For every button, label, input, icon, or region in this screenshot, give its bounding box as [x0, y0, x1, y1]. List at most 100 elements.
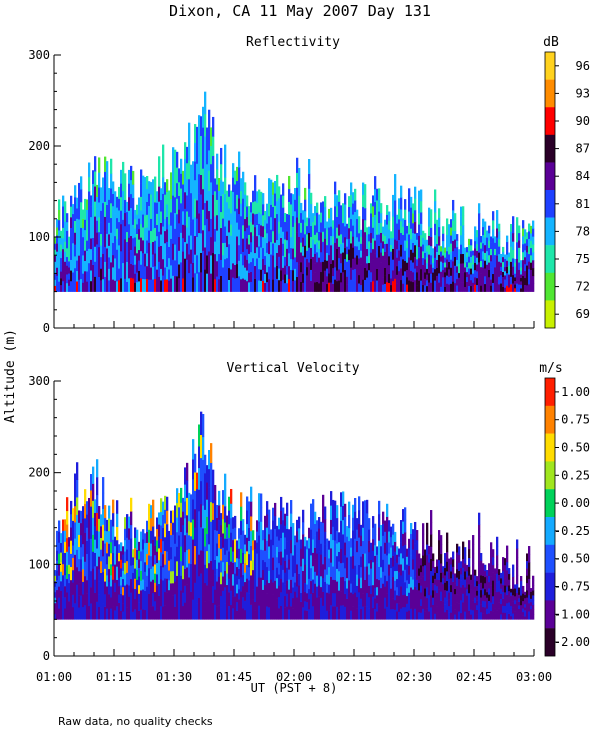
echo-cell	[238, 151, 241, 168]
echo-cell	[380, 242, 383, 253]
echo-cell	[260, 563, 263, 578]
echo-cell	[392, 587, 395, 599]
echo-cell	[336, 270, 339, 282]
echo-cell	[334, 279, 337, 292]
echo-cell	[504, 262, 507, 268]
echo-cell	[128, 264, 131, 279]
echo-cell	[390, 526, 393, 538]
echo-cell	[58, 199, 61, 210]
echo-cell	[348, 238, 351, 250]
echo-cell	[338, 257, 341, 270]
echo-cell	[394, 213, 397, 227]
echo-cell	[106, 277, 109, 292]
echo-cell	[164, 523, 167, 538]
echo-cell	[60, 561, 63, 572]
colorbar-swatch	[545, 134, 555, 163]
echo-cell	[314, 535, 317, 548]
echo-cell	[430, 255, 433, 265]
echo-cell	[352, 504, 355, 518]
echo-cell	[172, 243, 175, 260]
colorbar-swatch	[545, 405, 555, 434]
echo-cell	[204, 247, 207, 270]
echo-cell	[124, 225, 127, 240]
echo-cell	[188, 197, 191, 217]
echo-cell	[290, 553, 293, 567]
echo-cell	[528, 253, 531, 262]
echo-cell	[450, 267, 453, 276]
echo-cell	[458, 595, 461, 604]
echo-cell	[480, 236, 483, 243]
echo-cell	[74, 185, 77, 198]
echo-cell	[342, 562, 345, 578]
echo-cell	[474, 575, 477, 582]
echo-cell	[180, 604, 183, 620]
echo-cell	[464, 281, 467, 288]
velocity-title: Vertical Velocity	[226, 361, 359, 376]
echo-cell	[320, 586, 323, 598]
echo-cell	[218, 490, 221, 506]
echo-cell	[376, 554, 379, 563]
echo-cell	[270, 266, 273, 280]
echo-cell	[348, 227, 351, 239]
echo-cell	[254, 549, 257, 559]
echo-cell	[394, 187, 397, 201]
echo-cell	[226, 596, 229, 609]
echo-cell	[428, 586, 431, 596]
echo-cell	[146, 265, 149, 280]
echo-cell	[504, 585, 507, 593]
echo-cell	[460, 593, 463, 601]
echo-cell	[332, 267, 335, 277]
echo-cell	[74, 220, 77, 233]
echo-cell	[126, 549, 129, 562]
echo-cell	[54, 255, 57, 262]
echo-cell	[446, 580, 449, 591]
echo-cell	[406, 240, 409, 249]
echo-cell	[436, 275, 439, 284]
echo-cell	[140, 196, 143, 211]
echo-cell	[442, 566, 445, 573]
echo-cell	[162, 160, 165, 178]
echo-cell	[242, 211, 245, 226]
echo-cell	[220, 243, 223, 260]
echo-cell	[218, 505, 221, 520]
echo-cell	[396, 611, 399, 620]
echo-cell	[138, 197, 141, 209]
echo-cell	[110, 217, 113, 233]
echo-cell	[126, 514, 129, 527]
echo-cell	[526, 590, 529, 598]
echo-cell	[252, 599, 255, 610]
echo-cell	[470, 239, 473, 246]
echo-cell	[316, 281, 319, 292]
echo-cell	[290, 247, 293, 260]
echo-cell	[434, 601, 437, 608]
echo-cell	[276, 577, 279, 589]
echo-cell	[150, 543, 153, 557]
echo-cell	[412, 609, 415, 620]
echo-cell	[404, 606, 407, 620]
echo-cell	[300, 252, 303, 263]
echo-cell	[286, 231, 289, 241]
echo-cell	[264, 255, 267, 266]
echo-cell	[308, 247, 311, 263]
echo-cell	[54, 586, 57, 593]
echo-cell	[262, 269, 265, 281]
echo-cell	[150, 206, 153, 219]
echo-cell	[426, 280, 429, 287]
echo-cell	[352, 568, 355, 582]
echo-cell	[90, 603, 93, 620]
echo-cell	[110, 519, 113, 532]
echo-cell	[510, 605, 513, 610]
echo-cell	[512, 216, 515, 225]
echo-cell	[264, 211, 267, 221]
echo-cell	[524, 250, 527, 258]
echo-cell	[390, 271, 393, 279]
echo-cell	[272, 544, 275, 558]
echo-cell	[502, 256, 505, 263]
echo-cell	[348, 501, 351, 515]
echo-cell	[120, 251, 123, 265]
echo-cell	[304, 582, 307, 593]
echo-cell	[296, 172, 299, 188]
echo-cell	[480, 266, 483, 274]
echo-cell	[418, 612, 421, 620]
echo-cell	[418, 235, 421, 248]
